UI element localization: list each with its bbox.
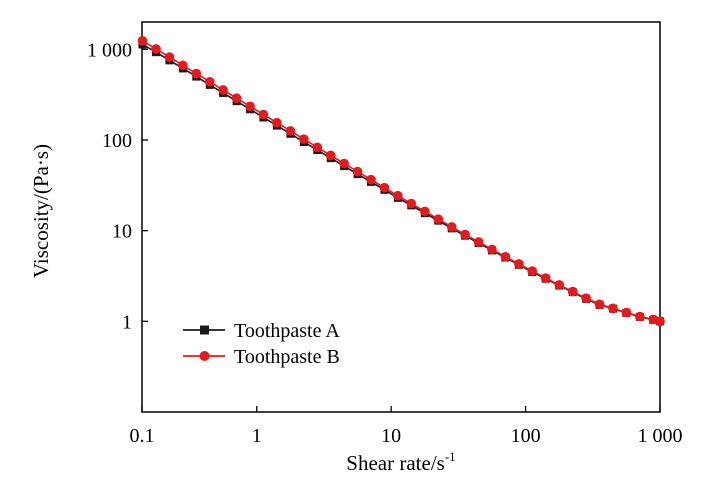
data-point bbox=[540, 273, 551, 283]
y-tick-label: 100 bbox=[102, 130, 132, 152]
data-point bbox=[392, 190, 403, 201]
data-point bbox=[258, 109, 269, 120]
x-tick-label: 10 bbox=[381, 425, 401, 447]
data-point bbox=[460, 229, 470, 240]
data-point bbox=[514, 259, 524, 269]
legend-label: Toothpaste A bbox=[234, 320, 340, 342]
plot-frame bbox=[141, 21, 661, 413]
series-toothpaste-b bbox=[137, 36, 665, 327]
data-point bbox=[285, 126, 296, 136]
data-point bbox=[500, 251, 511, 262]
legend-label: Toothpaste B bbox=[234, 346, 340, 368]
data-point bbox=[352, 166, 363, 177]
legend-marker bbox=[200, 325, 209, 335]
legend: Toothpaste A Toothpaste B bbox=[183, 320, 340, 368]
labels: Shear rate/s-1 Viscosity/(Pa·s) bbox=[29, 144, 456, 475]
y-tick-label: 1 bbox=[122, 311, 132, 333]
data-point bbox=[446, 222, 457, 232]
x-tick-label: 100 bbox=[511, 425, 541, 447]
data-point bbox=[178, 60, 188, 71]
legend-item: Toothpaste B bbox=[183, 346, 340, 368]
data-point bbox=[245, 101, 255, 112]
data-point bbox=[608, 303, 618, 314]
data-point bbox=[164, 52, 175, 62]
x-tick-label: 1 bbox=[252, 425, 262, 447]
data-point bbox=[635, 311, 645, 322]
data-point bbox=[191, 68, 202, 79]
y-axis-label: Viscosity/(Pa·s) bbox=[29, 144, 53, 278]
data-point bbox=[567, 286, 578, 297]
data-point bbox=[151, 44, 161, 54]
series-line bbox=[142, 43, 661, 323]
data-point bbox=[527, 266, 538, 276]
data-point bbox=[473, 237, 484, 247]
y-tick-label: 1 000 bbox=[87, 39, 132, 61]
data-point bbox=[272, 117, 282, 128]
x-tick-label: 0.1 bbox=[130, 425, 155, 447]
data-point bbox=[325, 150, 336, 161]
series-toothpaste-a bbox=[138, 40, 664, 326]
data-point bbox=[312, 142, 323, 153]
data-point bbox=[218, 85, 228, 95]
legend-item: Toothpaste A bbox=[183, 320, 340, 342]
data-point bbox=[581, 293, 591, 303]
x-tick-label: 1 000 bbox=[638, 425, 683, 447]
data-point bbox=[299, 134, 309, 144]
y-tick-label: 10 bbox=[112, 221, 132, 243]
axes: 0.1 1 10 100 1 000 1 10 100 1 000 bbox=[87, 21, 683, 447]
series-line bbox=[142, 40, 661, 323]
data-point bbox=[231, 93, 242, 103]
series-layer bbox=[137, 36, 665, 327]
data-point bbox=[433, 214, 444, 224]
data-point bbox=[406, 198, 417, 209]
data-point bbox=[204, 77, 215, 87]
legend-marker bbox=[199, 351, 210, 361]
data-point bbox=[554, 280, 565, 290]
data-point bbox=[655, 316, 665, 327]
data-point bbox=[594, 299, 605, 310]
data-point bbox=[487, 244, 497, 255]
data-point bbox=[366, 174, 376, 185]
x-axis-label: Shear rate/s-1 bbox=[346, 449, 455, 475]
data-point bbox=[339, 158, 349, 169]
data-point bbox=[379, 182, 390, 193]
data-point bbox=[621, 307, 632, 318]
data-point bbox=[137, 36, 148, 46]
data-point bbox=[420, 206, 430, 217]
